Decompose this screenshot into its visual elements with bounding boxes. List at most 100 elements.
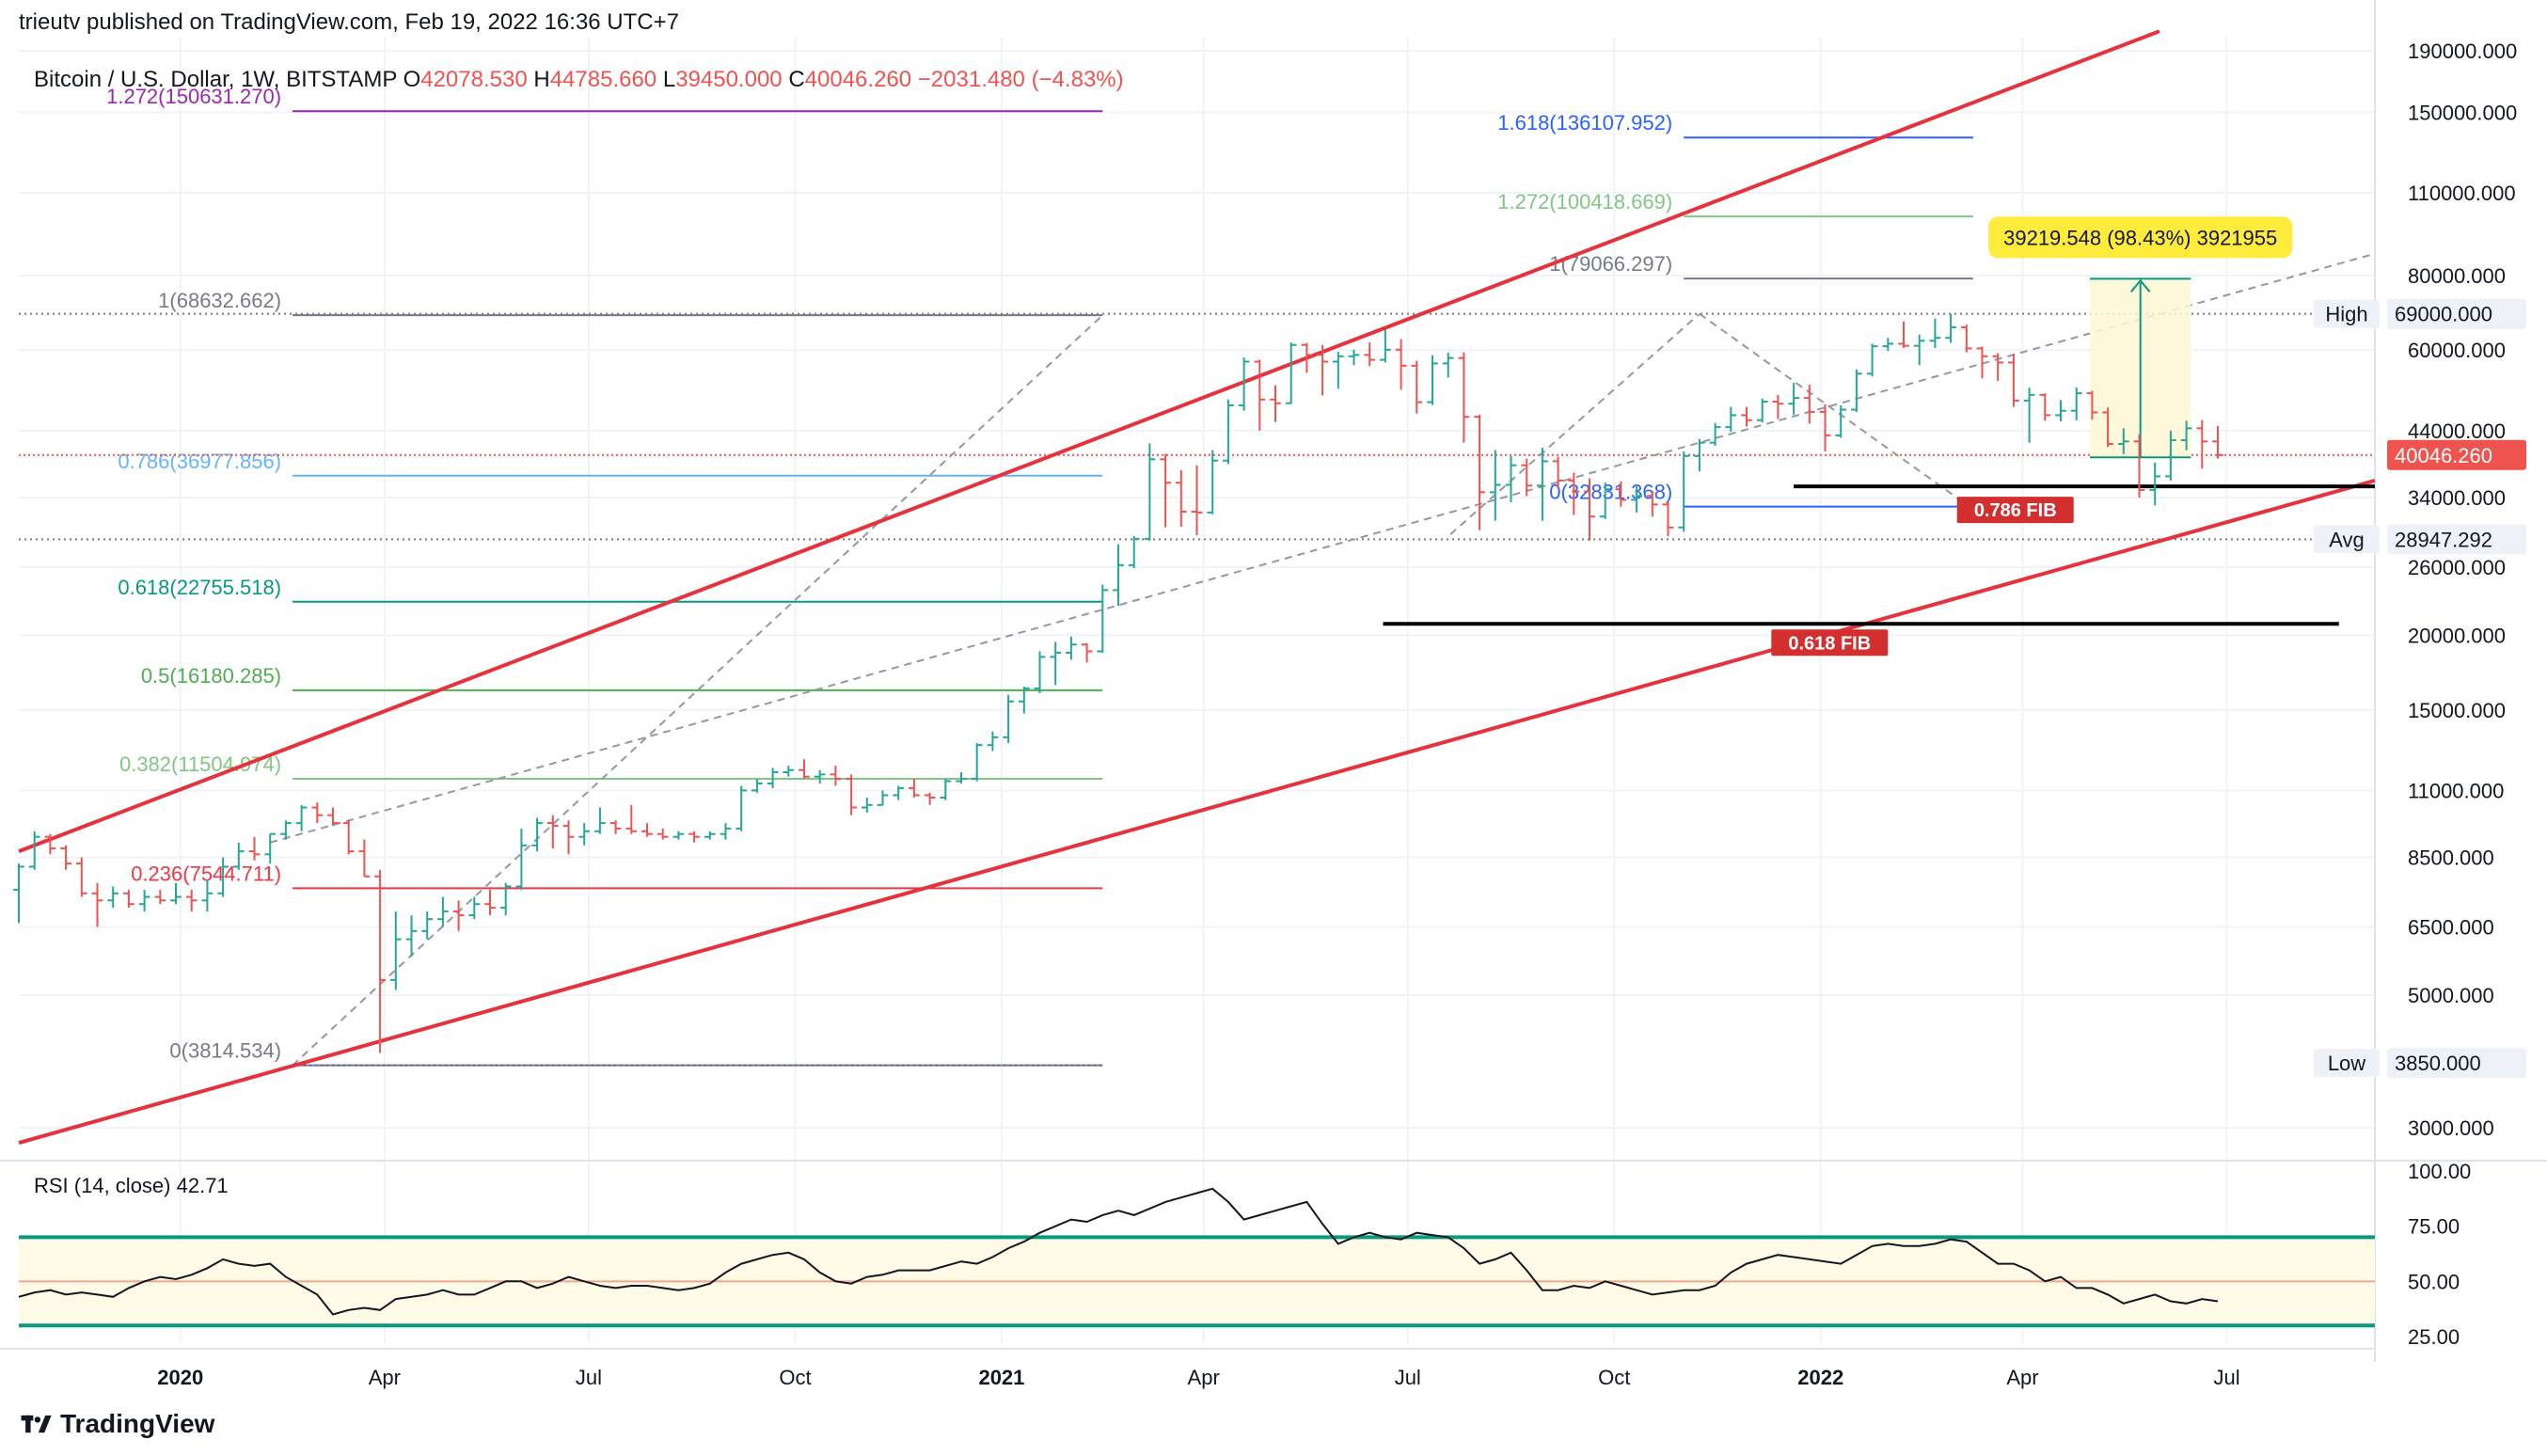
candle xyxy=(1238,357,1250,411)
candle xyxy=(1081,642,1093,663)
candle xyxy=(232,842,245,870)
candle xyxy=(2117,428,2129,454)
fib-right-label: 1.272(100418.669) xyxy=(1497,190,1672,214)
fib-left-label: 1(68632.662) xyxy=(158,289,281,312)
candle xyxy=(940,779,952,800)
candle xyxy=(909,779,920,799)
fib-618-badge: 0.618 FIB xyxy=(1771,629,1889,657)
price-tick: 5000.000 xyxy=(2408,984,2494,1007)
candle xyxy=(594,807,606,834)
candle xyxy=(688,831,700,843)
time-tick: Apr xyxy=(369,1366,401,1389)
candle xyxy=(1223,399,1234,465)
high-tag-label: High xyxy=(2325,303,2367,326)
current-price-tag: 40046.260 xyxy=(2387,439,2526,470)
time-tick: Jul xyxy=(576,1366,602,1389)
candle xyxy=(264,832,277,864)
candle xyxy=(672,831,685,840)
candles xyxy=(13,313,2223,1053)
candle xyxy=(657,828,669,840)
tradingview-brand[interactable]: TradingView xyxy=(21,1409,214,1439)
candle xyxy=(846,774,857,815)
candle xyxy=(861,798,873,813)
candle xyxy=(342,820,355,855)
candle xyxy=(799,759,810,780)
candle xyxy=(578,823,591,846)
candle xyxy=(437,896,449,927)
high-tag: High 69000.000 xyxy=(2314,298,2526,329)
candle xyxy=(1458,352,1470,443)
candle xyxy=(1725,406,1737,433)
candle xyxy=(1034,651,1046,693)
candle xyxy=(1003,694,1014,744)
candle xyxy=(641,823,653,837)
price-tick: 6500.000 xyxy=(2408,916,2494,940)
candle xyxy=(877,790,889,806)
low-tag-value: 3850.000 xyxy=(2395,1052,2481,1075)
candle xyxy=(546,815,559,848)
candle xyxy=(1709,422,1721,446)
candle xyxy=(1552,456,1564,489)
candle xyxy=(1270,385,1281,422)
candle xyxy=(1050,641,1062,686)
candle xyxy=(1207,450,1219,514)
candle xyxy=(1662,501,1674,537)
price-tick: 60000.000 xyxy=(2408,339,2506,362)
avg-tag-label: Avg xyxy=(2329,528,2365,551)
candle xyxy=(1631,486,1642,513)
candle xyxy=(783,766,795,777)
candle xyxy=(767,768,779,788)
grid xyxy=(19,38,2375,1343)
avg-tag: Avg 28947.292 xyxy=(2314,524,2526,555)
candle xyxy=(452,900,465,931)
low-tag: Low 3850.000 xyxy=(2314,1048,2526,1079)
fib-left-label: 0.236(7544.711) xyxy=(131,862,281,885)
candle xyxy=(44,833,56,855)
candle xyxy=(1427,355,1438,405)
time-tick: 2021 xyxy=(978,1366,1024,1389)
candle xyxy=(751,779,763,793)
high-tag-value-bg xyxy=(2387,298,2526,329)
candle xyxy=(531,817,543,852)
candle xyxy=(123,890,134,909)
candle xyxy=(1678,451,1690,532)
candle xyxy=(2070,387,2082,420)
candle xyxy=(893,785,905,800)
candle xyxy=(1694,438,1705,472)
candle xyxy=(280,820,292,840)
rsi-tick: 100.00 xyxy=(2408,1160,2471,1183)
low-tag-label-bg xyxy=(2314,1049,2380,1078)
candle xyxy=(1505,455,1517,502)
channel-lower-line xyxy=(18,478,2376,1145)
candle xyxy=(1395,339,1407,390)
candle xyxy=(1489,450,1501,521)
candle xyxy=(1380,329,1391,363)
candle xyxy=(1835,404,1847,438)
candle xyxy=(1537,447,1548,521)
candle xyxy=(720,823,732,840)
symbol-legend: Bitcoin / U.S. Dollar, 1W, BITSTAMP O420… xyxy=(34,67,1124,92)
candle xyxy=(248,836,261,861)
candle xyxy=(1474,414,1485,530)
candle xyxy=(484,890,496,916)
candle xyxy=(1898,321,1909,348)
candle xyxy=(1144,443,1156,541)
candle xyxy=(704,831,716,840)
rsi-tick: 25.00 xyxy=(2408,1325,2460,1349)
fib-786-badge-text: 0.786 FIB xyxy=(1974,500,2057,521)
candle xyxy=(2180,420,2192,451)
candle xyxy=(1741,406,1752,427)
candle xyxy=(1364,342,1376,367)
fib-left-label: 1.272(150631.270) xyxy=(106,85,281,108)
fib-right-label: 0(32831.368) xyxy=(1549,481,1672,504)
candle xyxy=(374,869,386,1053)
candle xyxy=(1599,483,1611,519)
channel-upper-line xyxy=(18,29,2160,853)
price-tick: 3000.000 xyxy=(2408,1116,2494,1140)
price-tick: 8500.000 xyxy=(2408,847,2494,870)
price-tick: 34000.000 xyxy=(2408,486,2506,510)
candle xyxy=(170,882,182,905)
candle xyxy=(1332,352,1344,389)
